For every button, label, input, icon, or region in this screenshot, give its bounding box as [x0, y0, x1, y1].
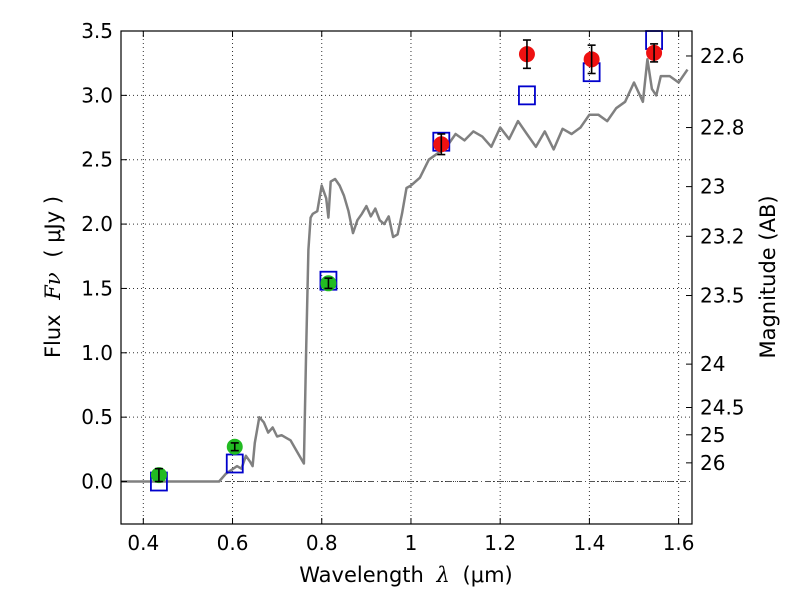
right-tick-label: 23.5 — [700, 284, 745, 308]
y-tick-label: 1.5 — [81, 276, 113, 300]
x-tick-label: 1 — [405, 531, 418, 555]
x-tick-label: 0.6 — [217, 531, 249, 555]
y-axis-label-text: Flux — [41, 314, 65, 358]
y-axis-label: Flux Fν ( μJy ) — [41, 196, 65, 358]
model-point-square — [225, 453, 244, 474]
right-axis-label: Magnitude (AB) — [756, 195, 780, 358]
y-tick-label: 3.0 — [81, 83, 113, 107]
y-tick-label: 0.0 — [81, 470, 113, 494]
x-tick-label: 0.8 — [306, 531, 338, 555]
tick-layer: 0.4 0.6 0.8 1 1.2 1.4 1.6 0.0 0.5 1.0 1.5 2.0 2.5 3.0… — [81, 19, 744, 555]
series-layer — [121, 30, 689, 492]
right-tick-label: 24 — [700, 352, 725, 376]
y-tick-label: 2.5 — [81, 148, 113, 172]
x-tick-label: 0.4 — [127, 531, 159, 555]
right-tick-label: 25 — [700, 423, 725, 447]
model-point-square — [518, 85, 536, 106]
x-axis-label: Wavelength λ (μm) — [299, 563, 512, 587]
x-axis-label-text: Wavelength — [299, 563, 424, 587]
y-tick-label: 1.0 — [81, 341, 113, 365]
x-tick-label: 1.2 — [484, 531, 516, 555]
y-tick-label: 3.5 — [81, 19, 113, 43]
right-tick-label: 22.6 — [700, 44, 745, 68]
right-tick-label: 24.5 — [700, 396, 745, 420]
y-axis-label-unit: ( μJy ) — [41, 196, 65, 258]
y-axis-label-symbol: Fν — [41, 272, 65, 301]
x-tick-label: 1.6 — [663, 531, 695, 555]
y-tick-label: 2.0 — [81, 212, 113, 236]
right-tick-label: 23 — [700, 175, 725, 199]
right-tick-label: 22.8 — [700, 116, 745, 140]
right-tick-label: 23.2 — [700, 224, 745, 248]
x-axis-label-unit: (μm) — [463, 563, 513, 587]
y-tick-label: 0.5 — [81, 405, 113, 429]
x-tick-label: 1.4 — [573, 531, 605, 555]
x-axis-label-symbol: λ — [436, 563, 450, 587]
plot-frame — [120, 30, 693, 525]
spectrum-line — [121, 58, 689, 483]
grid-layer — [121, 30, 692, 524]
right-tick-label: 26 — [700, 451, 725, 475]
